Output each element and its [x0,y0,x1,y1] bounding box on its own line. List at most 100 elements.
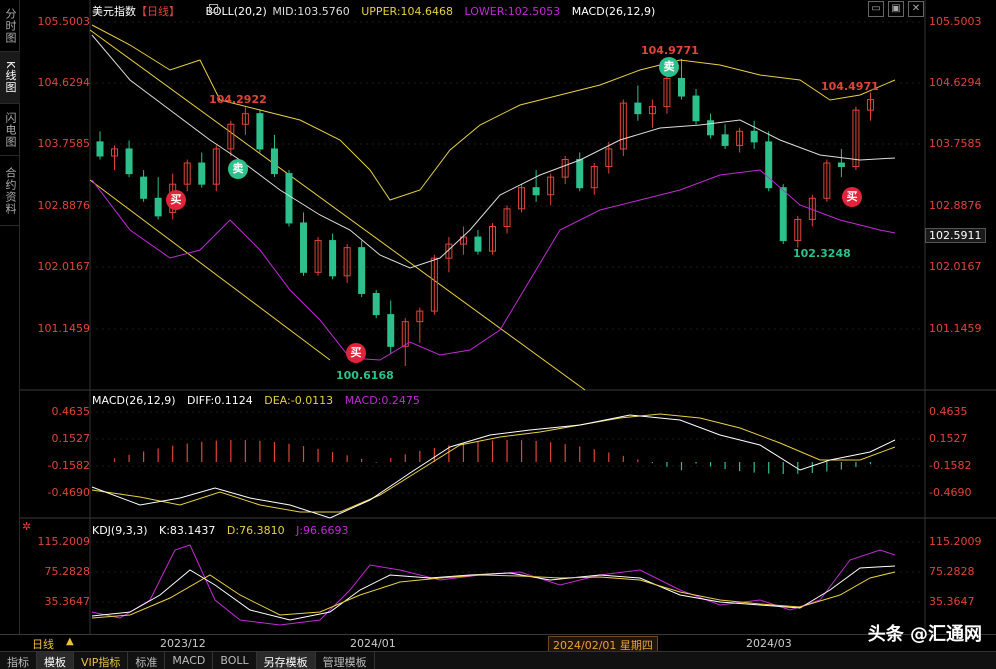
close-icon[interactable]: ✕ [908,1,924,17]
candle-body [285,173,293,224]
price-axis-right-2: 103.7585 [929,137,982,150]
kdj-axis-left-2: 35.3647 [44,595,91,608]
macd-axis-right-1: 0.1527 [929,432,968,445]
price-axis-right-1: 104.6294 [929,76,982,89]
candle-body [721,134,729,146]
candle-body [270,148,278,175]
tab-save-template[interactable]: 另存模板 [256,652,316,669]
candle-body [401,321,409,347]
candle-body [416,310,424,323]
macd-dea: DEA:-0.0113 [264,394,334,407]
candle-body [576,159,584,189]
kdj-axis-left-0: 115.2009 [37,535,91,548]
chart-canvas[interactable] [0,0,996,634]
minimize-icon[interactable]: ▭ [868,1,884,17]
candle-body [459,236,467,245]
date-label-jan: 2024/01 [350,637,396,650]
candle-body [852,109,860,168]
candle-body [736,130,744,146]
high-label-3: 104.4971 [821,80,879,93]
candle-body [183,162,191,185]
symbol-label: 美元指数 [92,5,136,18]
sidebar-item-kline[interactable]: K线图 [0,52,20,104]
candle-body [837,162,845,168]
candle-body [866,99,874,111]
boll-mid-value: MID:103.5760 [272,5,350,18]
kdj-j: J:96.6693 [296,524,349,537]
trend-line-lower [89,179,331,361]
tab-standard[interactable]: 标准 [128,652,166,669]
price-axis-right-5: 101.1459 [929,322,982,335]
candle-body [198,162,206,185]
date-label-mar: 2024/03 [746,637,792,650]
candle-body [547,176,555,196]
sell-signal-badge[interactable]: 卖 [228,159,248,179]
price-axis-left-5: 101.1459 [37,322,91,335]
macd-name: MACD(26,12,9) [92,394,176,407]
candle-body [648,106,656,115]
macd-header: MACD(26,12,9) DIFF:0.1124 DEA:-0.0113 MA… [92,394,428,407]
macd-axis-right-2: -0.1582 [929,459,972,472]
candle-body [779,187,787,242]
price-axis-right-0: 105.5003 [929,15,982,28]
settings-icon[interactable]: ✲ [22,520,32,533]
candle-body [518,187,526,210]
sell-signal-badge[interactable]: 卖 [659,57,679,77]
bottom-toolbar: 指标 模板 VIP指标 标准 MACD BOLL 另存模板 管理模板 [0,651,996,669]
macd-axis-right-0: 0.4635 [929,405,968,418]
candle-body [590,166,598,189]
tab-manage-templates[interactable]: 管理模板 [316,652,375,669]
tab-vip-indicators[interactable]: VIP指标 [74,652,129,669]
price-axis-left-4: 102.0167 [37,260,91,273]
candle-body [692,95,700,122]
kdj-axis-right-0: 115.2009 [929,535,982,548]
price-axis-left-1: 104.6294 [37,76,91,89]
tab-indicators[interactable]: 指标 [0,652,37,669]
restore-icon[interactable]: ▣ [888,1,904,17]
sidebar-item-timeshare[interactable]: 分时图 [0,0,20,52]
buy-signal-badge[interactable]: 买 [346,343,366,363]
tab-templates[interactable]: 模板 [37,652,74,669]
candle-body [212,148,220,185]
macd-diff-line [91,414,896,519]
boll-lower-line [91,169,896,361]
sidebar-item-flash[interactable]: 闪电图 [0,104,20,156]
boll-mid-line [91,34,896,269]
candle-body [300,222,308,273]
price-axis-left-3: 102.8876 [37,199,91,212]
collapse-arrow-icon[interactable]: ▲ [66,636,74,647]
boll-upper-line [91,24,896,201]
candle-body [677,77,685,97]
macd-axis-right-3: -0.4690 [929,486,972,499]
kdj-j-line [91,544,896,626]
checkbox-icon[interactable] [209,4,218,13]
tab-macd[interactable]: MACD [165,652,214,669]
buy-signal-badge[interactable]: 买 [842,187,862,207]
kdj-axis-right-2: 35.3647 [929,595,975,608]
kdj-k-line [91,565,896,621]
candle-body [256,113,264,150]
kdj-axis-left-1: 75.2828 [44,565,91,578]
macd-dea-line [91,413,896,513]
candle-body [474,236,482,252]
candle-body [750,130,758,143]
tab-boll[interactable]: BOLL [213,652,257,669]
candle-body [503,208,511,227]
candle-body [227,123,235,150]
candle-body [794,218,802,242]
main-header: 美元指数【日线】 BOLL(20,2) MID:103.5760 UPPER:1… [92,3,663,19]
candle-body [489,225,496,252]
period-indicator[interactable]: 日线 [32,638,54,651]
trend-line-upper [89,29,586,391]
candle-body [111,148,119,157]
macd-value: MACD:0.2475 [344,394,420,407]
macd-axis-left-2: -0.1582 [47,459,90,472]
kdj-d: D:76.3810 [226,524,285,537]
candle-body [430,257,438,312]
price-axis-right-3: 102.8876 [929,199,982,212]
candle-body [329,240,337,277]
buy-signal-badge[interactable]: 买 [166,190,186,210]
sidebar-item-contract-info[interactable]: 合约资料 [0,156,20,226]
watermark: 头条 @汇通网 [867,624,982,645]
candle-body [358,247,366,294]
